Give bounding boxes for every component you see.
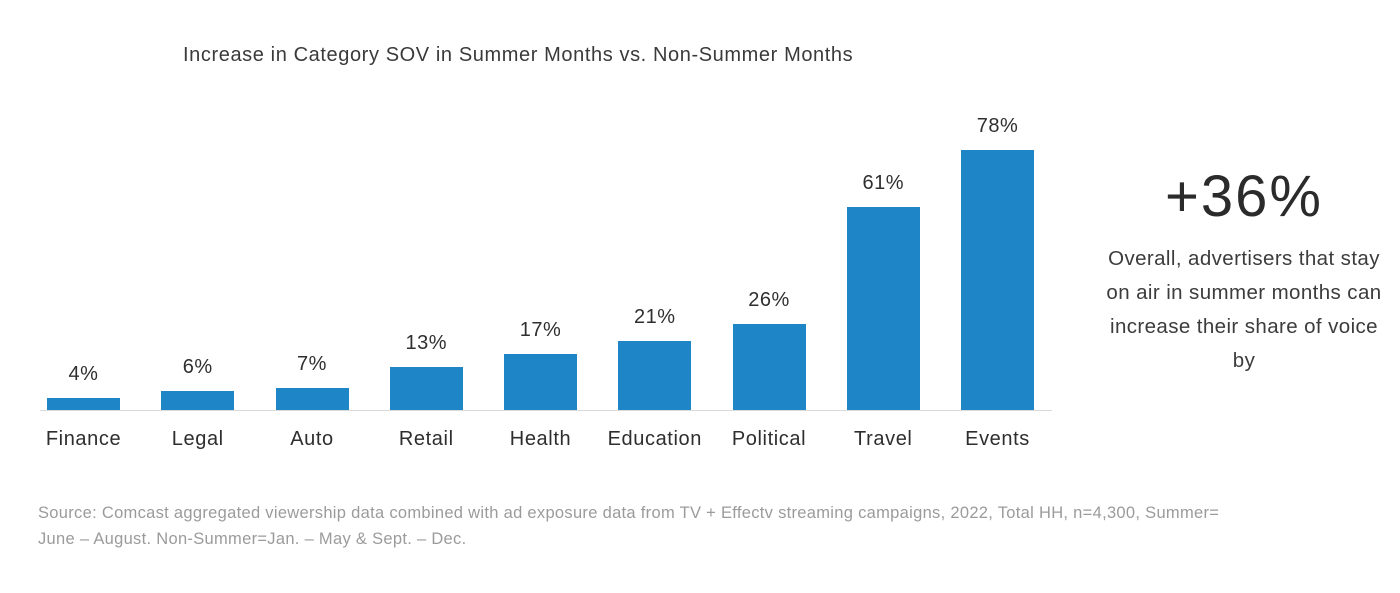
bar-value-label: 6% bbox=[182, 356, 213, 378]
category-label: Finance bbox=[45, 428, 122, 450]
bar-column: 78% bbox=[961, 115, 1034, 411]
bar bbox=[732, 324, 806, 411]
category-label: Retail bbox=[398, 428, 454, 450]
bar-column: 4% bbox=[47, 363, 120, 411]
category-label: Events bbox=[965, 428, 1030, 450]
bar-column: 13% bbox=[389, 332, 463, 411]
bar-column: 61% bbox=[846, 172, 920, 411]
bar bbox=[389, 367, 463, 411]
x-axis-category-labels: Finance Legal Auto Retail Health Education Pol… bbox=[45, 428, 1034, 451]
callout-text: Overall, advertisers that stay on air in… bbox=[1106, 247, 1382, 372]
category-label: Political bbox=[731, 428, 807, 450]
category-cell: Legal bbox=[161, 428, 234, 451]
callout-value: +36% bbox=[1165, 164, 1323, 229]
category-cell: Events bbox=[961, 428, 1034, 451]
category-cell: Retail bbox=[390, 428, 463, 451]
bar-column: 6% bbox=[161, 356, 235, 411]
callout-panel: +36% Overall, advertisers that stay on a… bbox=[1104, 166, 1384, 378]
source-line-1: Source: Comcast aggregated viewership da… bbox=[38, 504, 1220, 522]
bar-column: 7% bbox=[275, 353, 349, 411]
category-cell: Auto bbox=[276, 428, 349, 451]
bar bbox=[161, 391, 235, 411]
bar bbox=[846, 207, 920, 411]
bar-value-label: 4% bbox=[68, 363, 99, 385]
bar bbox=[47, 398, 120, 411]
bar-column: 21% bbox=[618, 306, 692, 411]
category-cell: Education bbox=[608, 428, 702, 451]
category-label: Legal bbox=[171, 428, 224, 450]
source-line-2: June – August. Non-Summer=Jan. – May & S… bbox=[38, 530, 467, 548]
bar bbox=[618, 341, 692, 411]
category-cell: Travel bbox=[847, 428, 920, 451]
bar bbox=[961, 150, 1034, 411]
bar-value-label: 17% bbox=[519, 319, 562, 341]
chart-title: Increase in Category SOV in Summer Month… bbox=[183, 44, 854, 66]
bar-column: 26% bbox=[732, 289, 806, 411]
category-cell: Finance bbox=[45, 428, 122, 451]
bar-value-label: 78% bbox=[976, 115, 1019, 137]
bar-value-label: 61% bbox=[862, 172, 905, 194]
category-label: Education bbox=[607, 428, 702, 450]
x-axis-line bbox=[40, 410, 1052, 411]
bar-value-label: 26% bbox=[748, 289, 790, 311]
category-cell: Health bbox=[504, 428, 577, 451]
bar bbox=[275, 388, 349, 411]
bar bbox=[504, 354, 577, 411]
bar-value-label: 21% bbox=[633, 306, 676, 328]
category-label: Health bbox=[509, 428, 572, 450]
source-note: Source: Comcast aggregated viewership da… bbox=[38, 500, 1388, 552]
bar-value-label: 13% bbox=[405, 332, 448, 354]
category-cell: Political bbox=[731, 428, 807, 451]
bar-column: 17% bbox=[504, 319, 577, 411]
bar-value-label: 7% bbox=[297, 353, 327, 375]
bar-chart-plot-area: 4% 6% 7% 13% 17% 21% 26% 61% 78% bbox=[47, 91, 1034, 411]
category-label: Auto bbox=[290, 428, 334, 450]
category-label: Travel bbox=[854, 428, 913, 450]
